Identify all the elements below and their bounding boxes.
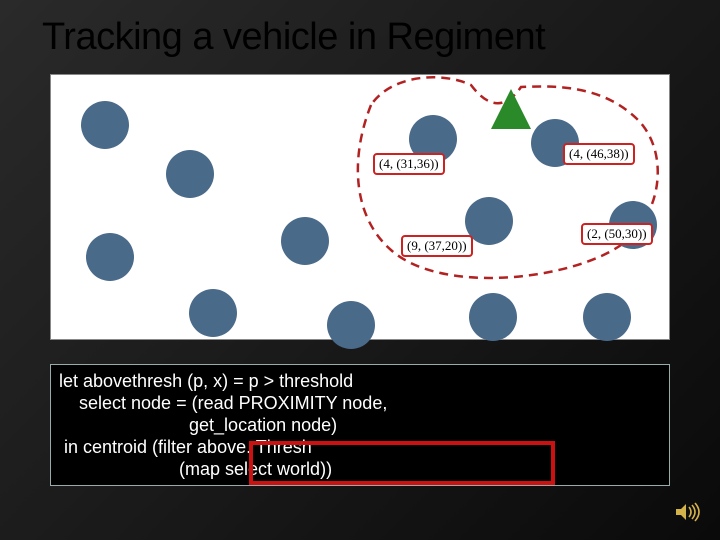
- slide-title: Tracking a vehicle in Regiment: [42, 16, 545, 59]
- node-reading-label: (4, (46,38)): [563, 143, 635, 165]
- slide: Tracking a vehicle in Regiment (4, (31,3…: [0, 0, 720, 540]
- sensor-node: [81, 101, 129, 149]
- sensor-node: [469, 293, 517, 341]
- code-block: let abovethresh (p, x) = p > threshold s…: [50, 364, 670, 486]
- sensor-node: [189, 289, 237, 337]
- sound-icon: [674, 502, 702, 522]
- code-line: get_location node): [59, 415, 661, 437]
- sensor-node: [281, 217, 329, 265]
- code-line: let abovethresh (p, x) = p > threshold: [59, 371, 661, 393]
- sensor-node: [86, 233, 134, 281]
- diagram-area: (4, (31,36)) (4, (46,38)) (9, (37,20)) (2, …: [50, 74, 670, 340]
- node-reading-label: (2, (50,30)): [581, 223, 653, 245]
- cluster-outline: [51, 75, 671, 341]
- code-line: in centroid (filter above. Thresh: [59, 437, 661, 459]
- node-reading-label: (4, (31,36)): [373, 153, 445, 175]
- sensor-node: [583, 293, 631, 341]
- sensor-node: [166, 150, 214, 198]
- node-reading-label: (9, (37,20)): [401, 235, 473, 257]
- code-line: (map select world)): [59, 459, 661, 481]
- code-line: select node = (read PROXIMITY node,: [59, 393, 661, 415]
- vehicle-icon: [491, 89, 531, 129]
- sensor-node: [327, 301, 375, 349]
